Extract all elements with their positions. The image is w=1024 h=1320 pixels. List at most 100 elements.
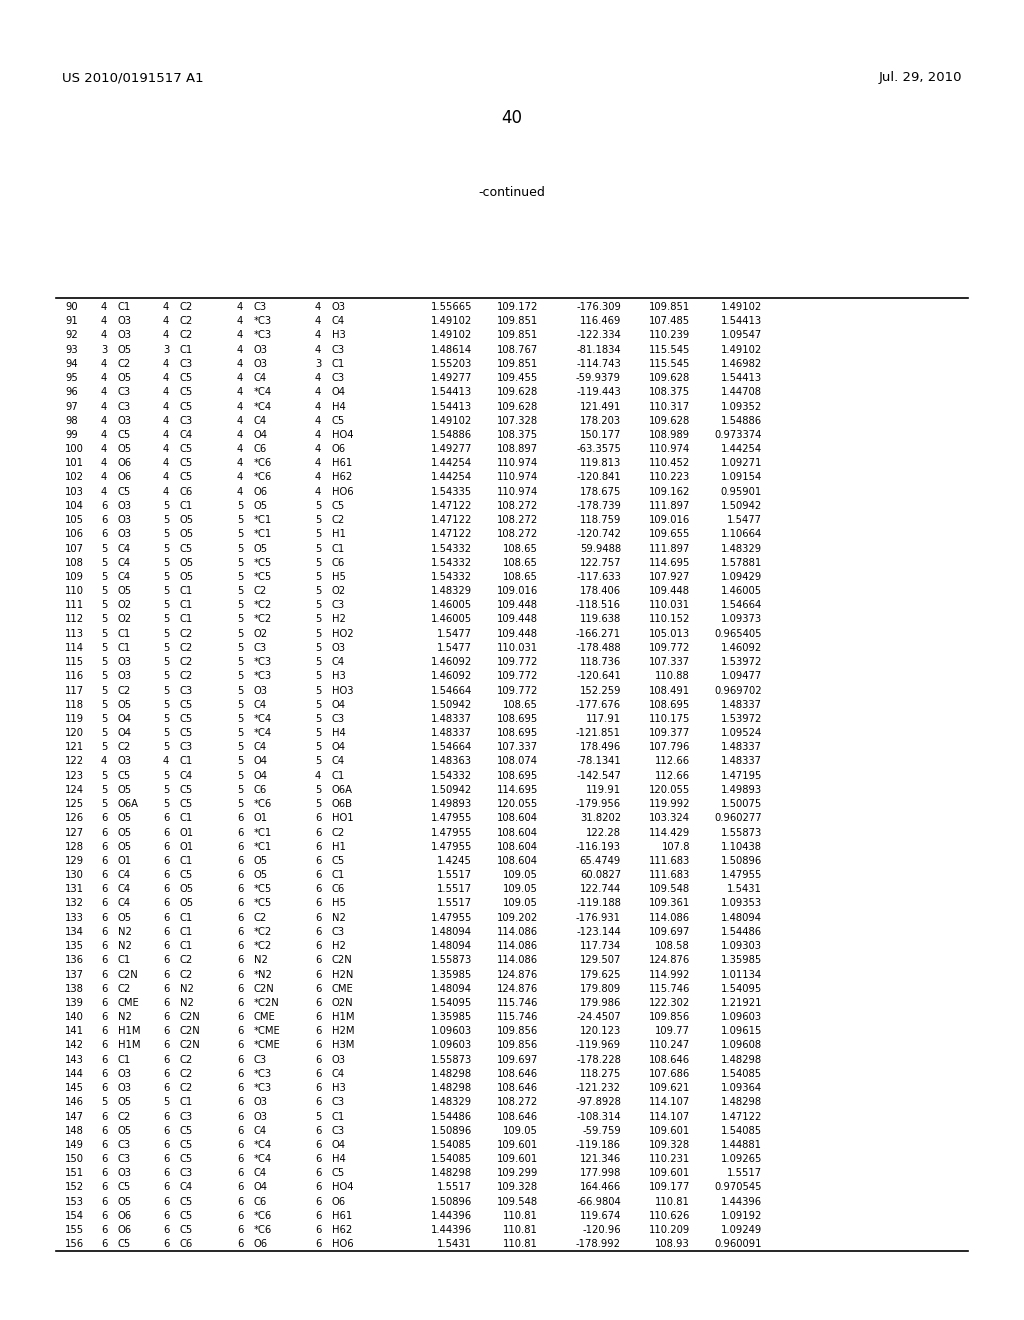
Text: 99: 99 — [65, 430, 78, 440]
Text: 1.48337: 1.48337 — [721, 756, 762, 767]
Text: 5: 5 — [101, 700, 108, 710]
Text: C2: C2 — [180, 643, 194, 653]
Text: 6: 6 — [101, 1225, 108, 1236]
Text: 111.683: 111.683 — [649, 870, 690, 880]
Text: O1: O1 — [254, 813, 268, 824]
Text: O1: O1 — [118, 855, 132, 866]
Text: O3: O3 — [254, 1097, 268, 1107]
Text: *C6: *C6 — [254, 1225, 272, 1236]
Text: H3M: H3M — [332, 1040, 354, 1051]
Text: 118.275: 118.275 — [580, 1069, 621, 1078]
Text: 6: 6 — [101, 912, 108, 923]
Text: 5: 5 — [101, 572, 108, 582]
Text: 111.683: 111.683 — [649, 855, 690, 866]
Text: 6: 6 — [163, 813, 169, 824]
Text: 4: 4 — [163, 330, 169, 341]
Text: 109.628: 109.628 — [649, 374, 690, 383]
Text: 126: 126 — [65, 813, 84, 824]
Text: 119.674: 119.674 — [580, 1210, 621, 1221]
Text: 139: 139 — [65, 998, 84, 1008]
Text: 1.54413: 1.54413 — [431, 387, 472, 397]
Text: 5: 5 — [163, 544, 169, 553]
Text: 5: 5 — [315, 529, 322, 540]
Text: C3: C3 — [118, 1140, 131, 1150]
Text: C5: C5 — [332, 855, 345, 866]
Text: 110.031: 110.031 — [497, 643, 538, 653]
Text: 1.47195: 1.47195 — [721, 771, 762, 780]
Text: 6: 6 — [315, 884, 322, 895]
Text: 1.46092: 1.46092 — [431, 657, 472, 667]
Text: 154: 154 — [65, 1210, 84, 1221]
Text: 114.695: 114.695 — [648, 557, 690, 568]
Text: 108.604: 108.604 — [497, 813, 538, 824]
Text: 97: 97 — [65, 401, 78, 412]
Text: *C4: *C4 — [254, 1154, 272, 1164]
Text: O3: O3 — [118, 1084, 132, 1093]
Text: C1: C1 — [118, 302, 131, 312]
Text: 1.09477: 1.09477 — [721, 672, 762, 681]
Text: 142: 142 — [65, 1040, 84, 1051]
Text: N2: N2 — [118, 1012, 132, 1022]
Text: 4: 4 — [315, 330, 322, 341]
Text: 5: 5 — [237, 799, 244, 809]
Text: 1.54085: 1.54085 — [431, 1154, 472, 1164]
Text: C2: C2 — [118, 685, 131, 696]
Text: C2N: C2N — [180, 1012, 201, 1022]
Text: 1.09603: 1.09603 — [431, 1040, 472, 1051]
Text: 1.49102: 1.49102 — [721, 302, 762, 312]
Text: C1: C1 — [332, 870, 345, 880]
Text: 40: 40 — [502, 110, 522, 127]
Text: C2: C2 — [332, 515, 345, 525]
Text: O4: O4 — [332, 700, 346, 710]
Text: O3: O3 — [332, 643, 346, 653]
Text: C2: C2 — [180, 628, 194, 639]
Text: O6A: O6A — [332, 785, 353, 795]
Text: C6: C6 — [180, 1239, 194, 1249]
Text: 122: 122 — [65, 756, 84, 767]
Text: 6: 6 — [163, 899, 169, 908]
Text: O5: O5 — [118, 813, 132, 824]
Text: 108.695: 108.695 — [497, 714, 538, 723]
Text: 123: 123 — [65, 771, 84, 780]
Text: C3: C3 — [332, 374, 345, 383]
Text: 115.746: 115.746 — [497, 1012, 538, 1022]
Text: O6: O6 — [254, 1239, 268, 1249]
Text: O6: O6 — [118, 1225, 132, 1236]
Text: 0.960091: 0.960091 — [715, 1239, 762, 1249]
Text: 133: 133 — [65, 912, 84, 923]
Text: 108.897: 108.897 — [497, 444, 538, 454]
Text: 1.49277: 1.49277 — [431, 374, 472, 383]
Text: -120.742: -120.742 — [577, 529, 621, 540]
Text: 108.989: 108.989 — [649, 430, 690, 440]
Text: -120.841: -120.841 — [577, 473, 621, 483]
Text: 5: 5 — [237, 586, 244, 597]
Text: *C4: *C4 — [254, 729, 272, 738]
Text: 119.813: 119.813 — [580, 458, 621, 469]
Text: 109.05: 109.05 — [503, 884, 538, 895]
Text: 5: 5 — [101, 771, 108, 780]
Text: 6: 6 — [163, 998, 169, 1008]
Text: 105.013: 105.013 — [649, 628, 690, 639]
Text: 4: 4 — [163, 302, 169, 312]
Text: *CME: *CME — [254, 1040, 281, 1051]
Text: 1.10438: 1.10438 — [721, 842, 762, 851]
Text: 145: 145 — [65, 1084, 84, 1093]
Text: 1.5477: 1.5477 — [437, 643, 472, 653]
Text: 108.604: 108.604 — [497, 842, 538, 851]
Text: 1.35985: 1.35985 — [721, 956, 762, 965]
Text: C3: C3 — [180, 1168, 194, 1179]
Text: 1.55203: 1.55203 — [431, 359, 472, 368]
Text: 6: 6 — [163, 1026, 169, 1036]
Text: *C4: *C4 — [254, 401, 272, 412]
Text: 1.5477: 1.5477 — [437, 628, 472, 639]
Text: H62: H62 — [332, 473, 352, 483]
Text: 178.675: 178.675 — [580, 487, 621, 496]
Text: C3: C3 — [332, 927, 345, 937]
Text: -24.4507: -24.4507 — [577, 1012, 621, 1022]
Text: O1: O1 — [180, 842, 195, 851]
Text: 6: 6 — [237, 969, 244, 979]
Text: C2N: C2N — [180, 1026, 201, 1036]
Text: 4: 4 — [315, 345, 322, 355]
Text: 147: 147 — [65, 1111, 84, 1122]
Text: 5: 5 — [237, 500, 244, 511]
